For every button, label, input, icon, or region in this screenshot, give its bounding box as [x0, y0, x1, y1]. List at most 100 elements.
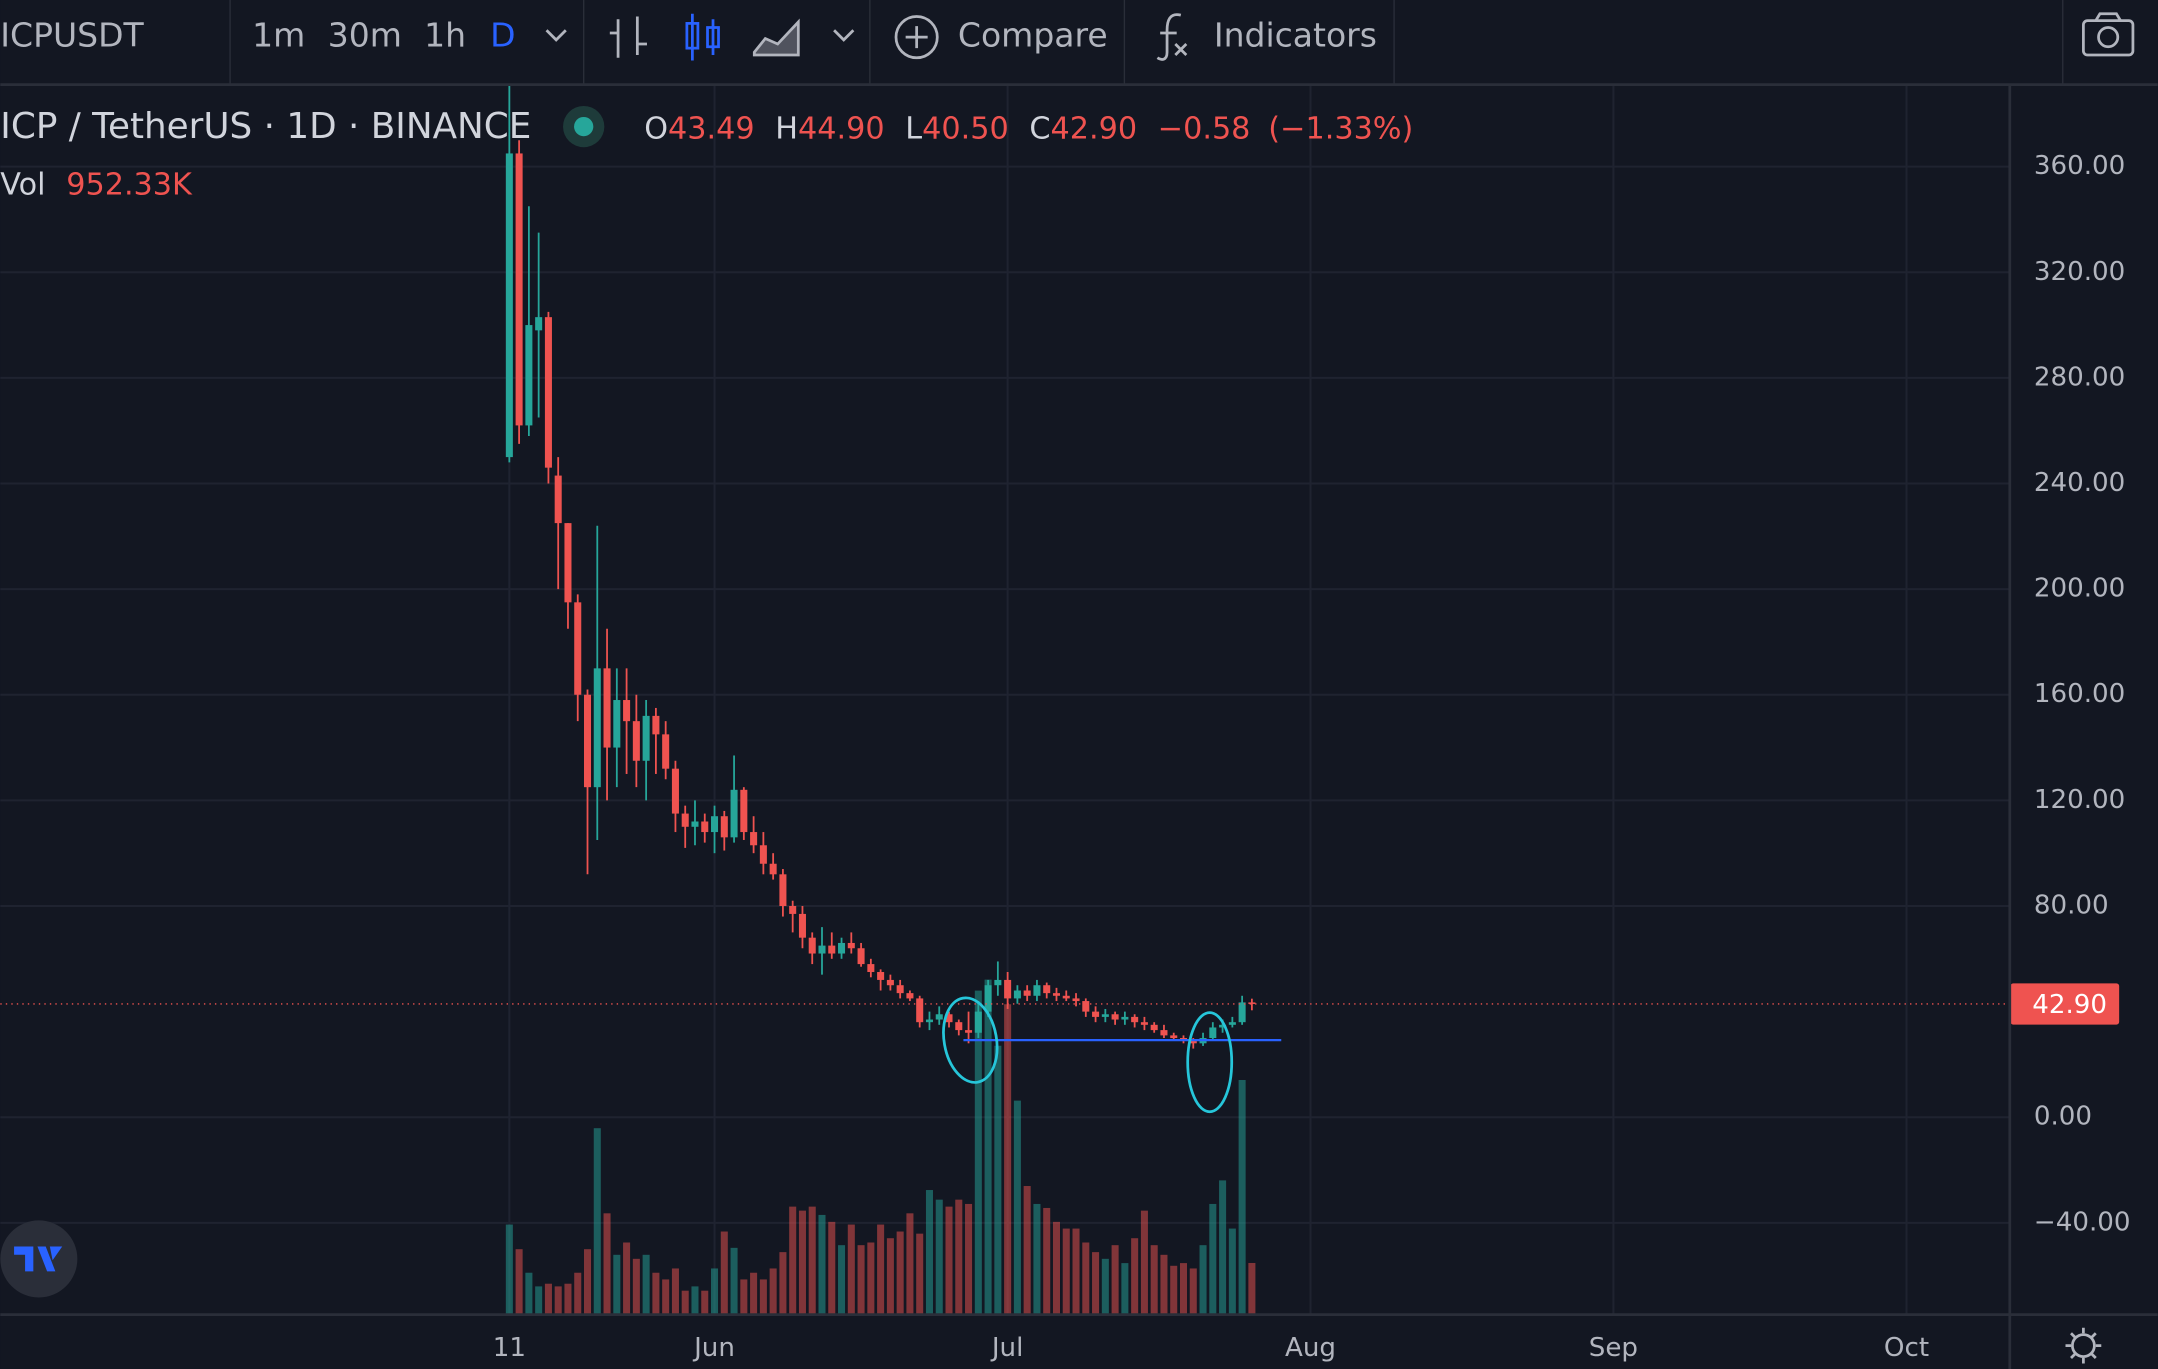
compare-icon[interactable]	[905, 26, 928, 49]
annotations: 42.90	[0, 983, 2120, 1114]
candle-body	[1052, 993, 1061, 996]
volume-bar	[1209, 1203, 1217, 1314]
candle-body	[740, 789, 748, 833]
candle-body	[1248, 1002, 1256, 1004]
volume-bar	[818, 1214, 826, 1314]
candles-icon[interactable]	[685, 13, 720, 61]
candle-body	[1004, 979, 1012, 999]
interval[interactable]: 30m	[328, 16, 402, 55]
volume-bar	[564, 1283, 572, 1314]
volume-bar	[974, 990, 982, 1314]
candle-body	[1101, 1014, 1109, 1017]
y-tick-label: 240.00	[2034, 468, 2125, 498]
volume-bar	[945, 1206, 953, 1314]
indicators-icon[interactable]	[1156, 13, 1188, 61]
candle-body	[1131, 1016, 1139, 1023]
volume-bar	[652, 1272, 660, 1314]
compare-icon[interactable]	[894, 15, 939, 60]
x-tick-label: Aug	[1285, 1333, 1336, 1363]
candle-body	[867, 964, 875, 973]
symbol[interactable]: ICPUSDT	[0, 16, 144, 55]
volume-bar	[1101, 1258, 1109, 1314]
candle-body	[535, 317, 543, 331]
volume-bar	[642, 1254, 650, 1314]
candle-body	[613, 700, 621, 748]
dropdown-icon[interactable]	[833, 29, 855, 42]
candle-body	[1013, 990, 1021, 999]
volume-bar	[1179, 1263, 1188, 1314]
volume-bar	[955, 1199, 963, 1314]
interval[interactable]: 1m	[252, 16, 305, 55]
volume-bar	[1248, 1262, 1256, 1314]
volume-pane	[505, 979, 1256, 1314]
volume-bar	[906, 1213, 914, 1314]
y-tick-label: 0.00	[2034, 1102, 2092, 1132]
volume-bar	[857, 1245, 865, 1314]
candle-body	[642, 715, 650, 761]
volume-bar	[535, 1286, 543, 1314]
candle-body	[1209, 1027, 1217, 1039]
volume-bar	[965, 1203, 973, 1314]
candle-body	[652, 715, 660, 735]
dropdown-icon[interactable]	[545, 29, 567, 42]
candle-body	[1023, 990, 1031, 996]
y-tick-label: 280.00	[2034, 362, 2125, 392]
candle-body	[574, 602, 582, 695]
candle-body	[593, 668, 601, 788]
annotation-circle	[942, 996, 999, 1084]
candle-body	[779, 874, 787, 906]
x-tick-label: Jul	[990, 1333, 1024, 1363]
volume-bar	[1013, 1100, 1021, 1314]
volume-bar	[1150, 1245, 1158, 1314]
candle-body	[1150, 1024, 1158, 1031]
indicators-button[interactable]: Indicators	[1214, 16, 1377, 55]
candle-body	[808, 937, 816, 954]
volume-bar	[603, 1213, 611, 1314]
candle-body	[1121, 1016, 1129, 1020]
annotation-circle	[1186, 1011, 1234, 1114]
volume-bar	[1121, 1263, 1129, 1314]
interval-active[interactable]: D	[490, 16, 515, 55]
volume-bar	[1062, 1228, 1070, 1314]
candle-body	[711, 816, 719, 833]
screenshot-icon[interactable]	[2082, 12, 2135, 57]
candle-body	[789, 905, 797, 914]
candle-body	[1033, 985, 1041, 996]
volume-bar	[623, 1242, 631, 1314]
legend-key: L	[905, 111, 922, 146]
candle-body	[847, 942, 855, 949]
legend-key: Vol	[0, 167, 45, 202]
volume-bar	[515, 1249, 523, 1314]
volume-bar	[681, 1290, 689, 1314]
volume-bar	[1052, 1221, 1061, 1314]
bars-icon[interactable]	[609, 16, 647, 58]
volume-bar	[1140, 1210, 1148, 1314]
area-icon[interactable]	[752, 18, 800, 57]
compare-button[interactable]: Compare	[958, 16, 1108, 55]
logo[interactable]	[0, 1220, 78, 1298]
y-tick-label: 200.00	[2034, 574, 2125, 604]
volume-bar	[1131, 1238, 1139, 1314]
legend-value: 40.50	[922, 111, 1009, 146]
candle-body	[798, 913, 806, 938]
candle-body	[759, 845, 767, 864]
volume-bar	[662, 1279, 670, 1314]
legend-value: 952.33K	[66, 167, 193, 202]
volume-bar	[1043, 1207, 1051, 1314]
candle-body	[828, 945, 836, 954]
x-tick-label: Sep	[1589, 1333, 1638, 1363]
volume-bar	[1228, 1228, 1236, 1314]
volume-bar	[525, 1272, 533, 1314]
candle-body	[554, 475, 562, 524]
volume-bar	[1199, 1245, 1207, 1314]
candle-body	[623, 700, 631, 722]
interval[interactable]: 1h	[424, 16, 466, 55]
candle-body	[701, 821, 709, 833]
volume-bar	[730, 1247, 738, 1314]
volume-bar	[984, 979, 992, 1314]
candle-body	[1160, 1030, 1168, 1036]
settings-icon[interactable]	[2065, 1327, 2102, 1364]
volume-bar	[711, 1268, 719, 1314]
volume-bar	[613, 1254, 621, 1314]
